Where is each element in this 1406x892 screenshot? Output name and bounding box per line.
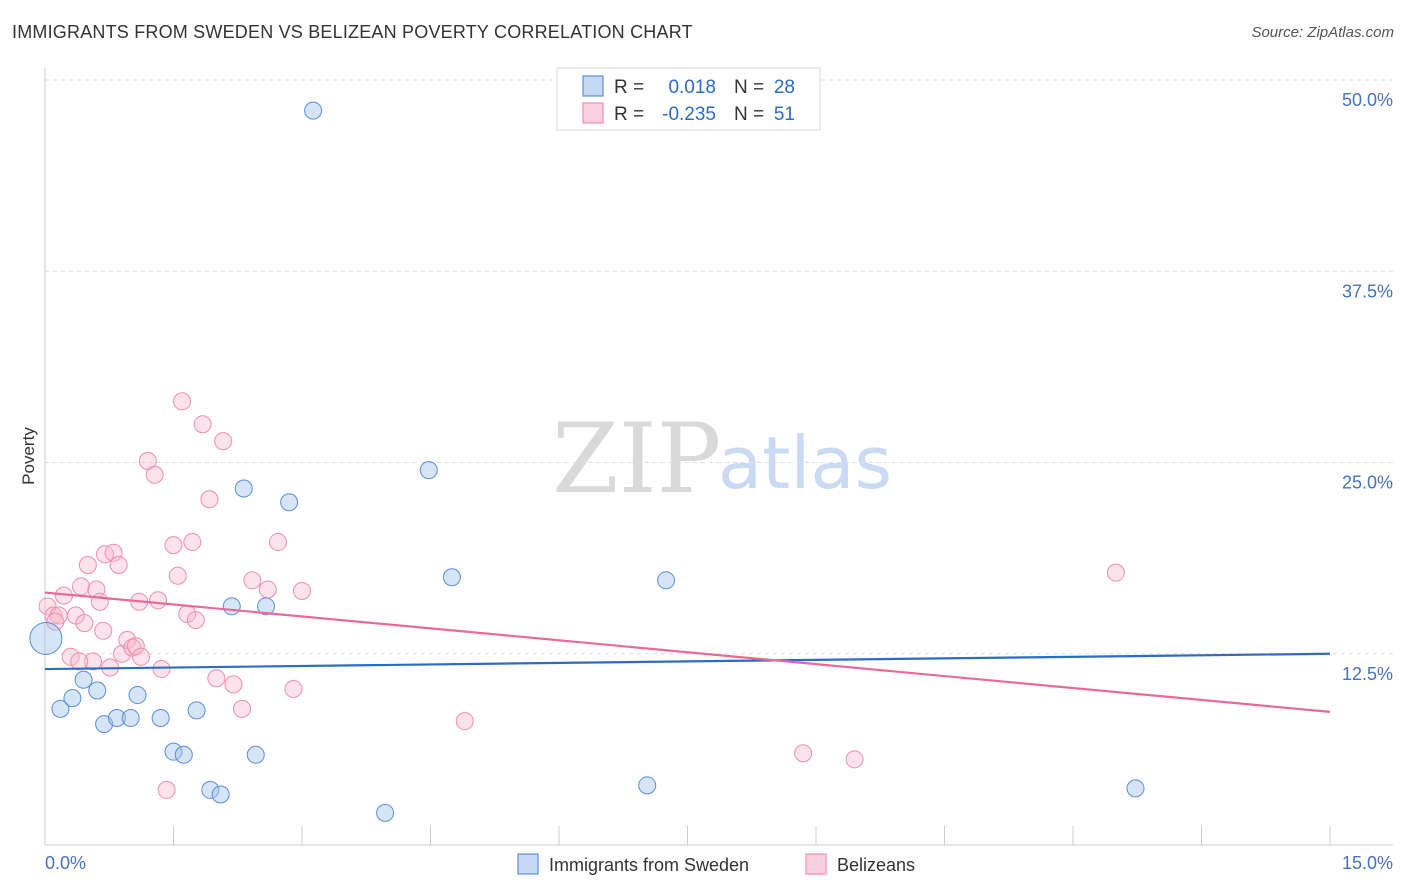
legend-swatch-sweden xyxy=(582,75,604,97)
point-belizeans xyxy=(113,644,132,663)
y-tick-label: 50.0% xyxy=(1342,90,1393,110)
point-sweden xyxy=(151,709,170,728)
point-sweden xyxy=(74,670,93,689)
legend-r-label-2: R = xyxy=(614,104,644,125)
data-points xyxy=(29,101,1145,822)
point-sweden xyxy=(1126,779,1145,798)
point-sweden xyxy=(246,745,265,764)
point-sweden xyxy=(222,597,241,616)
point-belizeans xyxy=(207,669,226,688)
point-belizeans xyxy=(1106,563,1125,582)
point-belizeans xyxy=(83,652,102,671)
point-sweden xyxy=(419,461,438,480)
point-sweden xyxy=(376,803,395,822)
legend-bottom: Immigrants from Sweden Belizeans xyxy=(517,853,915,875)
point-belizeans xyxy=(214,432,233,451)
point-belizeans xyxy=(243,571,262,590)
legend-bottom-label-sweden[interactable]: Immigrants from Sweden xyxy=(549,855,749,875)
legend-swatch-belizeans xyxy=(582,102,604,124)
point-belizeans xyxy=(233,699,252,718)
chart-source: Source: ZipAtlas.com xyxy=(1251,24,1394,41)
point-sweden xyxy=(187,701,206,720)
legend-bottom-swatch-belizeans[interactable] xyxy=(805,853,827,875)
point-sweden xyxy=(234,479,253,498)
point-sweden xyxy=(201,780,220,799)
trend-line-belizeans xyxy=(44,591,1331,713)
point-belizeans xyxy=(284,679,303,698)
legend-n-value-2: 51 xyxy=(774,104,795,125)
point-belizeans xyxy=(258,580,277,599)
point-belizeans xyxy=(145,465,164,484)
point-belizeans xyxy=(269,533,288,552)
point-belizeans xyxy=(200,490,219,509)
point-belizeans xyxy=(193,415,212,434)
y-tick-label: 12.5% xyxy=(1342,664,1393,684)
legend-r-value-2: -0.235 xyxy=(662,104,716,125)
x-tick-label-max: 15.0% xyxy=(1342,853,1393,873)
x-tick-marks xyxy=(173,826,1331,845)
point-belizeans xyxy=(186,611,205,630)
point-sweden xyxy=(107,709,126,728)
trend-lines xyxy=(44,591,1331,713)
point-belizeans xyxy=(109,556,128,575)
point-sweden xyxy=(88,681,107,700)
point-belizeans xyxy=(71,577,90,596)
chart-title: IMMIGRANTS FROM SWEDEN VS BELIZEAN POVER… xyxy=(12,22,693,42)
x-tick-label-min: 0.0% xyxy=(45,853,86,873)
y-tick-label: 25.0% xyxy=(1342,473,1393,493)
point-belizeans xyxy=(845,750,864,769)
watermark-zip: ZIP xyxy=(552,403,721,515)
point-belizeans xyxy=(173,392,192,411)
point-belizeans xyxy=(168,566,187,585)
point-sweden xyxy=(304,101,323,120)
point-belizeans xyxy=(224,675,243,694)
point-sweden xyxy=(29,621,63,655)
point-belizeans xyxy=(94,621,113,640)
point-sweden xyxy=(63,689,82,708)
y-axis-label: Poverty xyxy=(19,427,38,485)
point-belizeans xyxy=(126,637,145,656)
legend-n-value-1: 28 xyxy=(774,77,795,98)
y-tick-labels: 12.5% 25.0% 37.5% 50.0% xyxy=(1342,90,1393,684)
point-belizeans xyxy=(455,712,474,731)
point-sweden xyxy=(442,568,461,587)
point-sweden xyxy=(257,597,276,616)
point-belizeans xyxy=(90,592,109,611)
point-sweden xyxy=(638,776,657,795)
point-belizeans xyxy=(61,647,80,666)
point-belizeans xyxy=(149,591,168,610)
legend-n-label-1: N = xyxy=(734,77,764,98)
point-belizeans xyxy=(293,582,311,601)
point-sweden xyxy=(174,745,193,764)
point-belizeans xyxy=(70,652,89,671)
point-belizeans xyxy=(164,536,183,555)
point-sweden xyxy=(128,686,147,705)
point-belizeans xyxy=(75,614,94,633)
point-belizeans xyxy=(46,612,65,631)
point-belizeans xyxy=(78,556,97,575)
point-sweden xyxy=(164,742,183,761)
legend-bottom-label-belizeans[interactable]: Belizeans xyxy=(837,855,915,875)
legend-n-label-2: N = xyxy=(734,104,764,125)
point-belizeans xyxy=(131,647,150,666)
point-belizeans xyxy=(152,660,171,679)
legend-r-value-1: 0.018 xyxy=(668,77,716,98)
legend-r-label-1: R = xyxy=(614,77,644,98)
point-belizeans xyxy=(183,533,202,552)
point-sweden xyxy=(121,709,140,728)
point-belizeans xyxy=(794,744,813,763)
point-sweden xyxy=(211,785,230,804)
point-belizeans xyxy=(157,780,176,799)
legend-top: R = 0.018 N = 28 R = -0.235 N = 51 xyxy=(556,67,821,131)
y-tick-label: 37.5% xyxy=(1342,281,1393,301)
legend-bottom-swatch-sweden[interactable] xyxy=(517,853,539,875)
gridlines xyxy=(45,79,1393,655)
point-sweden xyxy=(657,571,676,590)
point-sweden xyxy=(280,493,299,512)
trend-line-sweden xyxy=(44,652,1331,671)
point-sweden xyxy=(51,699,70,718)
